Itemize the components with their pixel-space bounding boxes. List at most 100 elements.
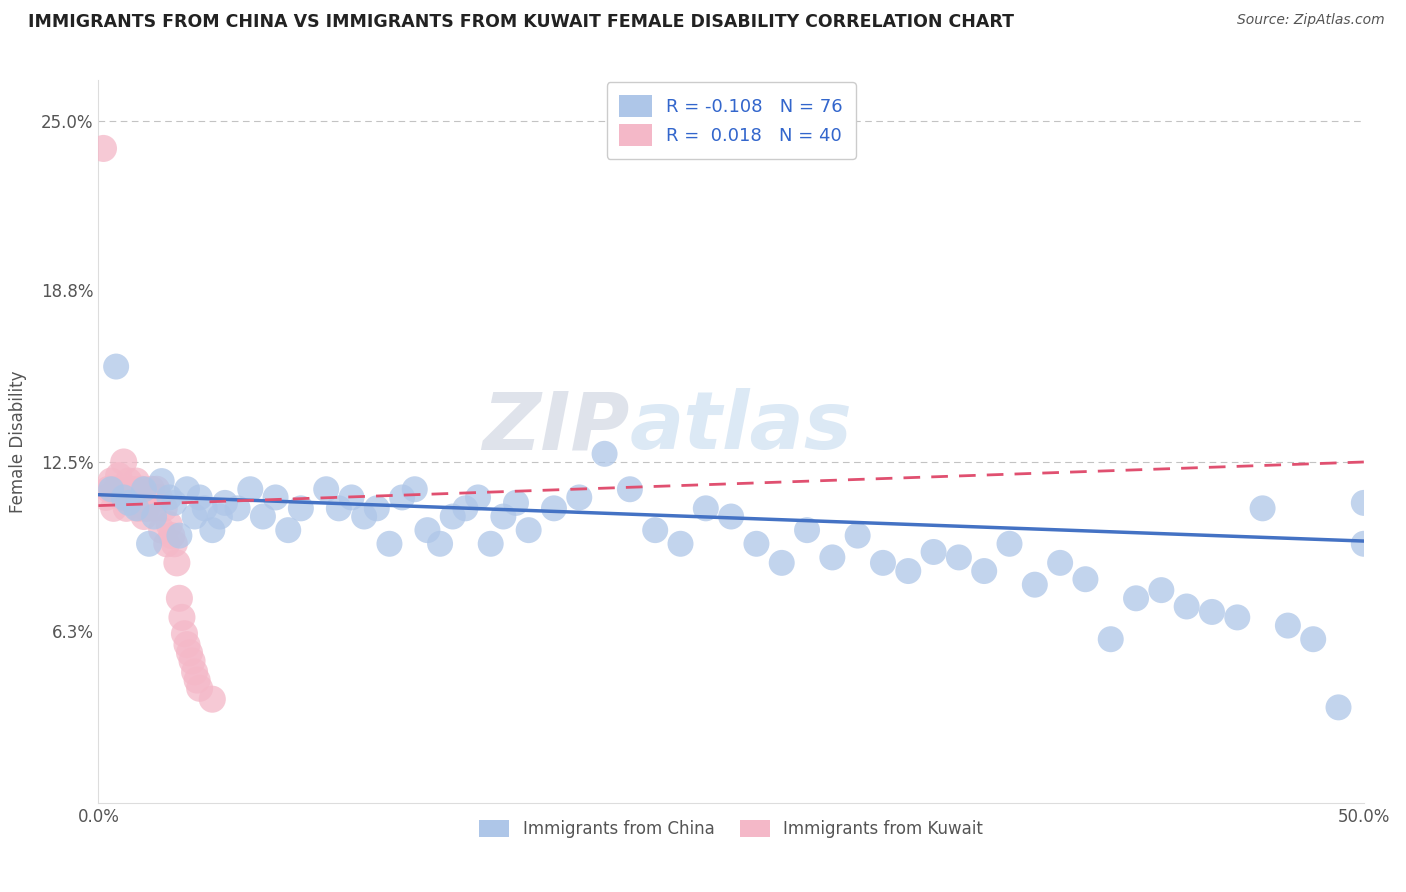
Point bbox=[125, 501, 148, 516]
Text: IMMIGRANTS FROM CHINA VS IMMIGRANTS FROM KUWAIT FEMALE DISABILITY CORRELATION CH: IMMIGRANTS FROM CHINA VS IMMIGRANTS FROM… bbox=[28, 13, 1014, 31]
Point bbox=[467, 491, 489, 505]
Point bbox=[214, 496, 236, 510]
Point bbox=[157, 491, 180, 505]
Point bbox=[105, 359, 128, 374]
Point bbox=[194, 501, 217, 516]
Point bbox=[110, 491, 132, 505]
Point bbox=[378, 537, 401, 551]
Point bbox=[1024, 577, 1046, 591]
Point bbox=[568, 491, 591, 505]
Point bbox=[150, 523, 173, 537]
Point bbox=[128, 501, 150, 516]
Point bbox=[100, 474, 122, 488]
Point bbox=[353, 509, 375, 524]
Point bbox=[644, 523, 666, 537]
Point bbox=[173, 626, 195, 640]
Point bbox=[973, 564, 995, 578]
Point bbox=[176, 638, 198, 652]
Point bbox=[145, 482, 167, 496]
Point bbox=[277, 523, 299, 537]
Point bbox=[141, 482, 163, 496]
Point bbox=[118, 496, 141, 510]
Point bbox=[1201, 605, 1223, 619]
Point bbox=[138, 491, 160, 505]
Point bbox=[922, 545, 945, 559]
Point bbox=[93, 141, 115, 155]
Point bbox=[429, 537, 451, 551]
Point bbox=[188, 491, 211, 505]
Text: atlas: atlas bbox=[630, 388, 852, 467]
Point bbox=[157, 517, 180, 532]
Point bbox=[998, 537, 1021, 551]
Point bbox=[1074, 572, 1097, 586]
Point bbox=[416, 523, 439, 537]
Point bbox=[328, 501, 350, 516]
Point bbox=[208, 509, 231, 524]
Point bbox=[112, 455, 135, 469]
Point bbox=[125, 474, 148, 488]
Point bbox=[619, 482, 641, 496]
Point bbox=[97, 482, 120, 496]
Point bbox=[492, 509, 515, 524]
Point bbox=[201, 523, 224, 537]
Point bbox=[1353, 537, 1375, 551]
Point bbox=[846, 528, 869, 542]
Point bbox=[179, 646, 201, 660]
Point bbox=[1175, 599, 1198, 614]
Text: Source: ZipAtlas.com: Source: ZipAtlas.com bbox=[1237, 13, 1385, 28]
Point bbox=[94, 491, 117, 505]
Point bbox=[1226, 610, 1249, 624]
Point bbox=[122, 491, 145, 505]
Point bbox=[745, 537, 768, 551]
Point bbox=[796, 523, 818, 537]
Point bbox=[160, 528, 183, 542]
Point bbox=[391, 491, 413, 505]
Point bbox=[1099, 632, 1122, 647]
Point bbox=[105, 482, 128, 496]
Point bbox=[543, 501, 565, 516]
Point bbox=[176, 482, 198, 496]
Point bbox=[143, 509, 166, 524]
Point bbox=[100, 482, 122, 496]
Point bbox=[143, 501, 166, 516]
Point bbox=[156, 537, 179, 551]
Point bbox=[340, 491, 363, 505]
Point bbox=[115, 501, 138, 516]
Point bbox=[132, 509, 155, 524]
Point bbox=[186, 673, 208, 687]
Point bbox=[183, 665, 205, 679]
Point bbox=[239, 482, 262, 496]
Point bbox=[150, 474, 173, 488]
Point bbox=[226, 501, 249, 516]
Point bbox=[669, 537, 692, 551]
Point bbox=[1353, 496, 1375, 510]
Point bbox=[132, 482, 155, 496]
Point bbox=[872, 556, 894, 570]
Point bbox=[120, 482, 142, 496]
Point bbox=[153, 501, 176, 516]
Point bbox=[454, 501, 477, 516]
Point bbox=[505, 496, 527, 510]
Point bbox=[479, 537, 502, 551]
Point bbox=[188, 681, 211, 696]
Point bbox=[897, 564, 920, 578]
Point bbox=[264, 491, 287, 505]
Point bbox=[148, 491, 170, 505]
Point bbox=[1327, 700, 1350, 714]
Point bbox=[138, 537, 160, 551]
Point bbox=[1277, 618, 1299, 632]
Point bbox=[1125, 591, 1147, 606]
Point bbox=[181, 654, 204, 668]
Point bbox=[720, 509, 742, 524]
Point bbox=[1302, 632, 1324, 647]
Point bbox=[1150, 583, 1173, 598]
Point bbox=[163, 537, 186, 551]
Point bbox=[103, 501, 125, 516]
Point bbox=[169, 528, 191, 542]
Point bbox=[201, 692, 224, 706]
Point bbox=[112, 491, 135, 505]
Point bbox=[770, 556, 793, 570]
Point bbox=[1049, 556, 1071, 570]
Point bbox=[166, 556, 188, 570]
Point bbox=[948, 550, 970, 565]
